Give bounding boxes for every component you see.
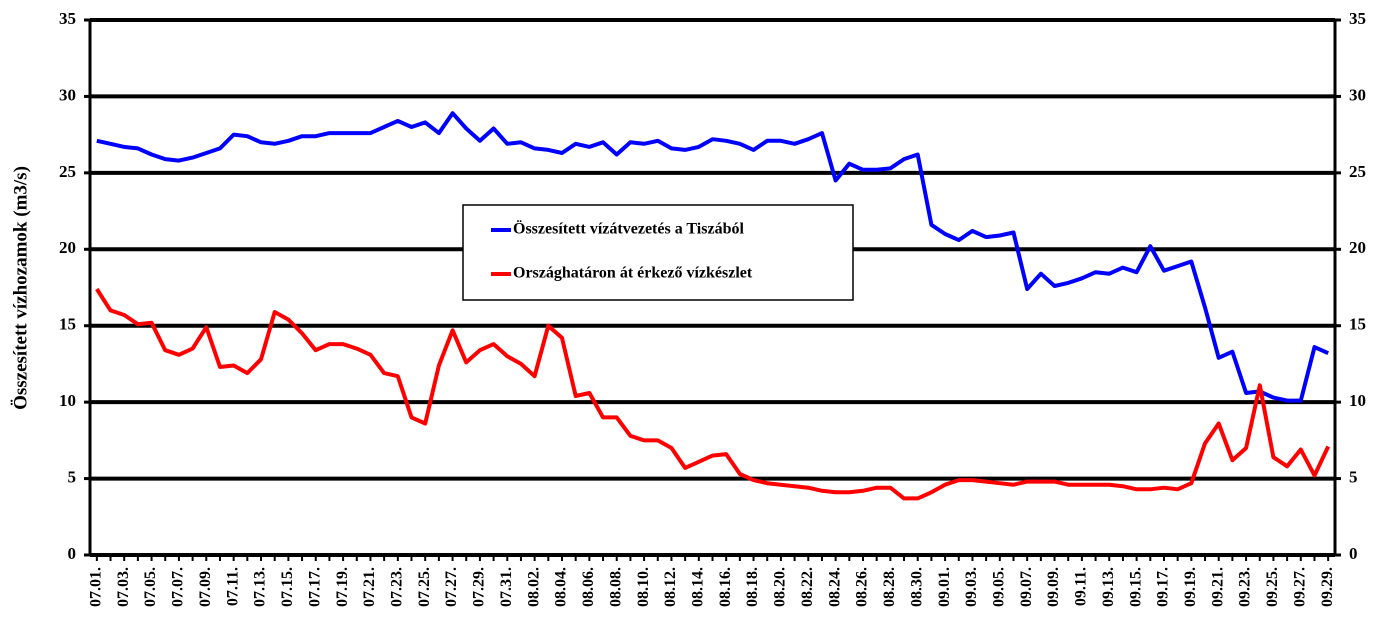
y2-tick-label: 15 xyxy=(1349,315,1366,334)
x-tick-label: 08.26. xyxy=(854,567,871,607)
x-tick-label: 09.15. xyxy=(1127,567,1144,607)
y-tick-label: 25 xyxy=(59,162,76,181)
x-tick-label: 09.13. xyxy=(1100,567,1117,607)
y-tick-label: 30 xyxy=(59,85,76,104)
y-tick-label: 20 xyxy=(59,238,76,257)
x-tick-label: 09.19. xyxy=(1182,567,1199,607)
x-tick-label: 08.30. xyxy=(908,567,925,607)
x-tick-label: 07.29. xyxy=(471,567,488,607)
y2-tick-label: 30 xyxy=(1349,85,1366,104)
x-tick-label: 09.27. xyxy=(1291,567,1308,607)
x-tick-label: 07.19. xyxy=(334,567,351,607)
x-tick-label: 08.06. xyxy=(580,567,597,607)
y-tick-label: 35 xyxy=(59,9,76,28)
x-tick-label: 07.25. xyxy=(416,567,433,607)
y-tick-label: 0 xyxy=(68,544,77,563)
y2-tick-label: 35 xyxy=(1349,9,1366,28)
x-tick-label: 07.17. xyxy=(306,567,323,607)
x-tick-label: 08.08. xyxy=(607,567,624,607)
legend-label: Országhatáron át érkező vízkészlet xyxy=(513,265,753,282)
y-tick-label: 10 xyxy=(59,391,76,410)
y2-tick-label: 20 xyxy=(1349,238,1366,257)
x-tick-label: 09.11. xyxy=(1073,567,1090,606)
x-tick-label: 08.14. xyxy=(689,567,706,607)
x-tick-label: 07.23. xyxy=(389,567,406,607)
x-tick-label: 07.27. xyxy=(443,567,460,607)
legend-box xyxy=(462,204,854,301)
y-tick-label: 5 xyxy=(68,467,77,486)
x-tick-label: 07.09. xyxy=(197,567,214,607)
x-tick-label: 08.04. xyxy=(553,567,570,607)
x-tick-label: 08.18. xyxy=(744,567,761,607)
x-tick-label: 07.11. xyxy=(224,567,241,606)
x-tick-label: 08.02. xyxy=(525,567,542,607)
x-tick-label: 07.05. xyxy=(142,567,159,607)
x-tick-label: 08.22. xyxy=(799,567,816,607)
x-tick-label: 07.13. xyxy=(252,567,269,607)
x-tick-label: 07.31. xyxy=(498,567,515,607)
x-tick-label: 07.21. xyxy=(361,567,378,607)
x-tick-label: 09.05. xyxy=(990,567,1007,607)
x-tick-label: 07.03. xyxy=(115,567,132,607)
y2-tick-label: 25 xyxy=(1349,162,1366,181)
x-tick-label: 09.25. xyxy=(1264,567,1281,607)
y-tick-label: 15 xyxy=(59,315,76,334)
x-tick-label: 07.07. xyxy=(170,567,187,607)
x-tick-label: 09.07. xyxy=(1018,567,1035,607)
x-tick-label: 09.03. xyxy=(963,567,980,607)
x-tick-label: 09.29. xyxy=(1319,567,1336,607)
legend-label: Összesített vízátvezetés a Tiszából xyxy=(513,220,744,238)
x-tick-label: 09.09. xyxy=(1045,567,1062,607)
y2-tick-label: 0 xyxy=(1349,544,1358,563)
x-tick-label: 08.12. xyxy=(662,567,679,607)
x-tick-label: 09.01. xyxy=(936,567,953,607)
y-axis-title: Összesített vízhozamok (m3/s) xyxy=(10,166,31,410)
x-tick-label: 09.17. xyxy=(1155,567,1172,607)
x-tick-label: 09.23. xyxy=(1237,567,1254,607)
data-line xyxy=(96,111,1330,403)
x-tick-label: 08.16. xyxy=(717,567,734,607)
x-tick-label: 08.10. xyxy=(635,567,652,607)
y2-tick-label: 10 xyxy=(1349,391,1366,410)
y2-tick-label: 5 xyxy=(1349,467,1358,486)
x-tick-label: 07.15. xyxy=(279,567,296,607)
x-tick-label: 08.20. xyxy=(772,567,789,607)
x-tick-label: 07.01. xyxy=(88,567,105,607)
data-line xyxy=(95,287,1331,501)
x-tick-label: 08.28. xyxy=(881,567,898,607)
x-tick-label: 08.24. xyxy=(826,567,843,607)
x-tick-label: 09.21. xyxy=(1209,567,1226,607)
